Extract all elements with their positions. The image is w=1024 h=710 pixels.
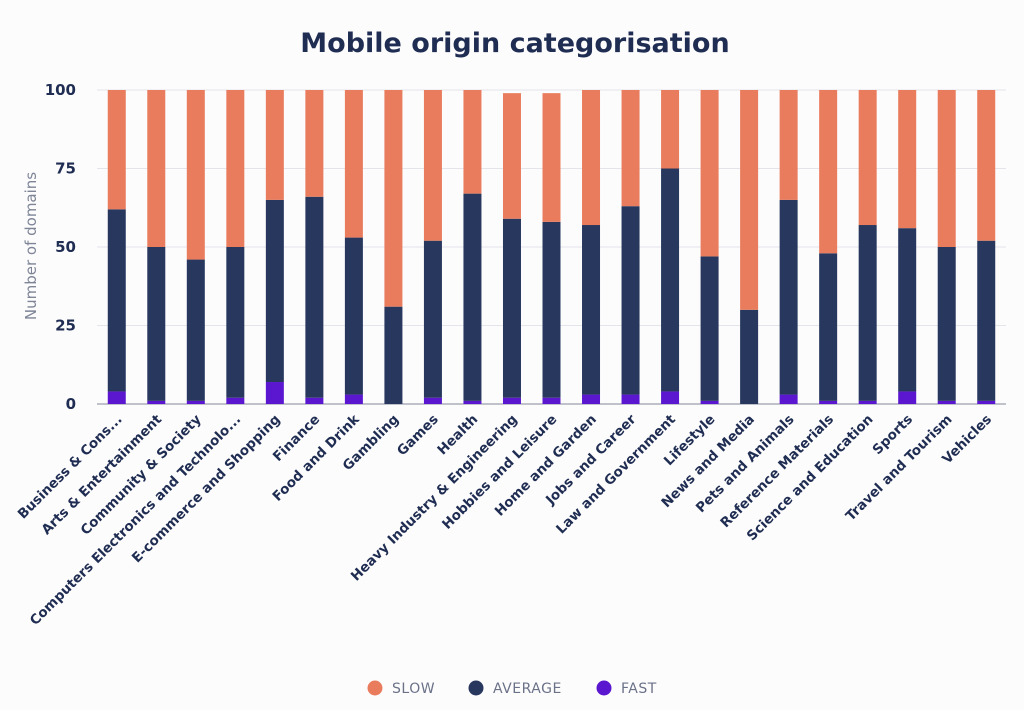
bar-average-13	[621, 206, 640, 395]
bar-slow-21	[937, 90, 956, 247]
bar-average-5	[305, 196, 324, 398]
legend-swatch-slow	[367, 680, 383, 696]
bar-fast-10	[502, 397, 521, 404]
bar-average-4	[265, 199, 284, 383]
legend-label-fast: FAST	[621, 681, 657, 697]
bar-fast-4	[265, 382, 284, 404]
bar-fast-19	[858, 400, 877, 404]
bar-slow-20	[898, 90, 917, 229]
bar-fast-3	[226, 397, 245, 404]
bar-fast-13	[621, 394, 640, 404]
bar-slow-18	[819, 90, 838, 254]
bar-slow-15	[700, 90, 719, 257]
legend-label-slow: SLOW	[392, 681, 435, 697]
bar-average-21	[937, 247, 956, 401]
bar-fast-5	[305, 397, 324, 404]
bar-fast-8	[423, 397, 442, 404]
bar-slow-11	[542, 93, 561, 222]
bar-fast-17	[779, 394, 798, 404]
bar-fast-18	[819, 400, 838, 404]
y-tick-label: 50	[55, 238, 76, 256]
bar-fast-12	[582, 394, 601, 404]
bar-slow-22	[977, 90, 996, 241]
bars	[107, 90, 996, 404]
legend-label-average: AVERAGE	[493, 681, 562, 697]
bar-average-22	[977, 240, 996, 401]
bar-average-7	[384, 306, 403, 404]
bar-slow-16	[740, 90, 759, 310]
bar-average-6	[344, 237, 363, 395]
bar-average-10	[502, 218, 521, 398]
bar-slow-4	[265, 90, 284, 200]
bar-average-14	[661, 168, 680, 392]
bar-slow-13	[621, 90, 640, 207]
x-tick-label: Games	[394, 412, 442, 460]
bar-fast-15	[700, 400, 719, 404]
bar-fast-6	[344, 394, 363, 404]
bar-slow-8	[423, 90, 442, 241]
bar-slow-17	[779, 90, 798, 200]
bar-average-1	[147, 247, 166, 401]
x-axis-ticks: Business & Cons...Arts & EntertainmentCo…	[15, 411, 995, 629]
y-tick-label: 25	[55, 317, 76, 335]
bar-average-2	[186, 259, 205, 401]
bar-slow-19	[858, 90, 877, 226]
bar-fast-1	[147, 400, 166, 404]
y-axis-label: Number of domains	[22, 172, 40, 320]
bar-slow-10	[502, 93, 521, 219]
bar-fast-14	[661, 391, 680, 404]
legend-swatch-average	[468, 680, 484, 696]
bar-slow-7	[384, 90, 403, 307]
bar-slow-2	[186, 90, 205, 260]
bar-fast-20	[898, 391, 917, 404]
bar-average-20	[898, 228, 917, 392]
bar-slow-5	[305, 90, 324, 197]
y-tick-label: 100	[45, 81, 76, 99]
bar-fast-0	[107, 391, 126, 404]
bar-fast-2	[186, 400, 205, 404]
bar-slow-14	[661, 90, 680, 169]
bar-slow-12	[582, 90, 601, 226]
bar-slow-1	[147, 90, 166, 247]
bar-average-9	[463, 193, 482, 401]
bar-average-0	[107, 209, 126, 392]
bar-fast-11	[542, 397, 561, 404]
bar-average-8	[423, 240, 442, 398]
legend-swatch-fast	[596, 680, 612, 696]
bar-fast-9	[463, 400, 482, 404]
bar-slow-0	[107, 90, 126, 210]
bar-average-18	[819, 253, 838, 401]
legend: SLOW AVERAGE FAST	[367, 680, 657, 697]
bar-fast-22	[977, 400, 996, 404]
y-tick-label: 0	[66, 395, 76, 413]
chart-title: Mobile origin categorisation	[300, 28, 729, 59]
bar-slow-9	[463, 90, 482, 194]
bar-fast-21	[937, 400, 956, 404]
bar-average-15	[700, 256, 719, 401]
bar-slow-3	[226, 90, 245, 247]
y-axis-ticks: 0 25 50 75 100	[45, 81, 76, 413]
bar-average-19	[858, 225, 877, 401]
bar-average-12	[582, 225, 601, 395]
y-tick-label: 75	[55, 160, 76, 178]
bar-average-11	[542, 221, 561, 398]
bar-average-3	[226, 247, 245, 398]
bar-average-16	[740, 309, 759, 404]
bar-slow-6	[344, 90, 363, 238]
bar-average-17	[779, 199, 798, 395]
